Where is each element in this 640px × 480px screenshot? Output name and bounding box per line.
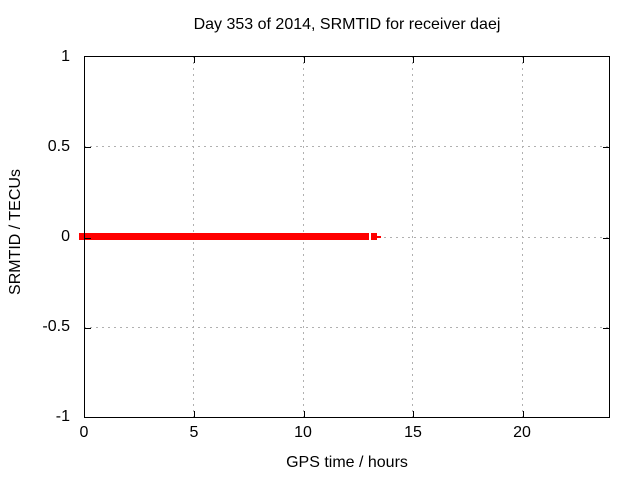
- tick-right-m0p5: [603, 328, 609, 329]
- plot-area: [84, 56, 610, 418]
- x-tick-label: 5: [189, 424, 199, 441]
- tick-left-0: [85, 238, 91, 239]
- tick-top-15: [413, 57, 414, 63]
- gridline-y-m0p5: [84, 327, 610, 328]
- gridline-y-0p5: [84, 146, 610, 147]
- tick-right-0: [603, 238, 609, 239]
- y-tick-label: -0.5: [42, 318, 70, 335]
- chart-title: Day 353 of 2014, SRMTID for receiver dae…: [193, 16, 501, 33]
- tick-bottom-5: [194, 411, 195, 417]
- x-tick-label: 20: [513, 424, 531, 441]
- y-tick-label: 0.5: [47, 138, 70, 155]
- series-segment-block: [371, 233, 377, 240]
- tick-bottom-15: [413, 411, 414, 417]
- y-tick-label: 0: [61, 228, 70, 245]
- x-tick-label: 0: [79, 424, 89, 441]
- tick-right-0p5: [603, 147, 609, 148]
- x-tick-label: 15: [404, 424, 422, 441]
- x-tick-label: 10: [294, 424, 312, 441]
- x-axis-label: GPS time / hours: [286, 454, 408, 471]
- tick-top-10: [304, 57, 305, 63]
- y-tick-label: 1: [61, 48, 70, 65]
- series-segment-main: [79, 233, 369, 240]
- tick-bottom-10: [304, 411, 305, 417]
- tick-left-0p5: [85, 147, 91, 148]
- tick-top-5: [194, 57, 195, 63]
- tick-left-m0p5: [85, 328, 91, 329]
- y-tick-label: -1: [55, 408, 70, 425]
- tick-bottom-20: [523, 411, 524, 417]
- tick-top-20: [523, 57, 524, 63]
- series-segment-tail: [377, 236, 381, 238]
